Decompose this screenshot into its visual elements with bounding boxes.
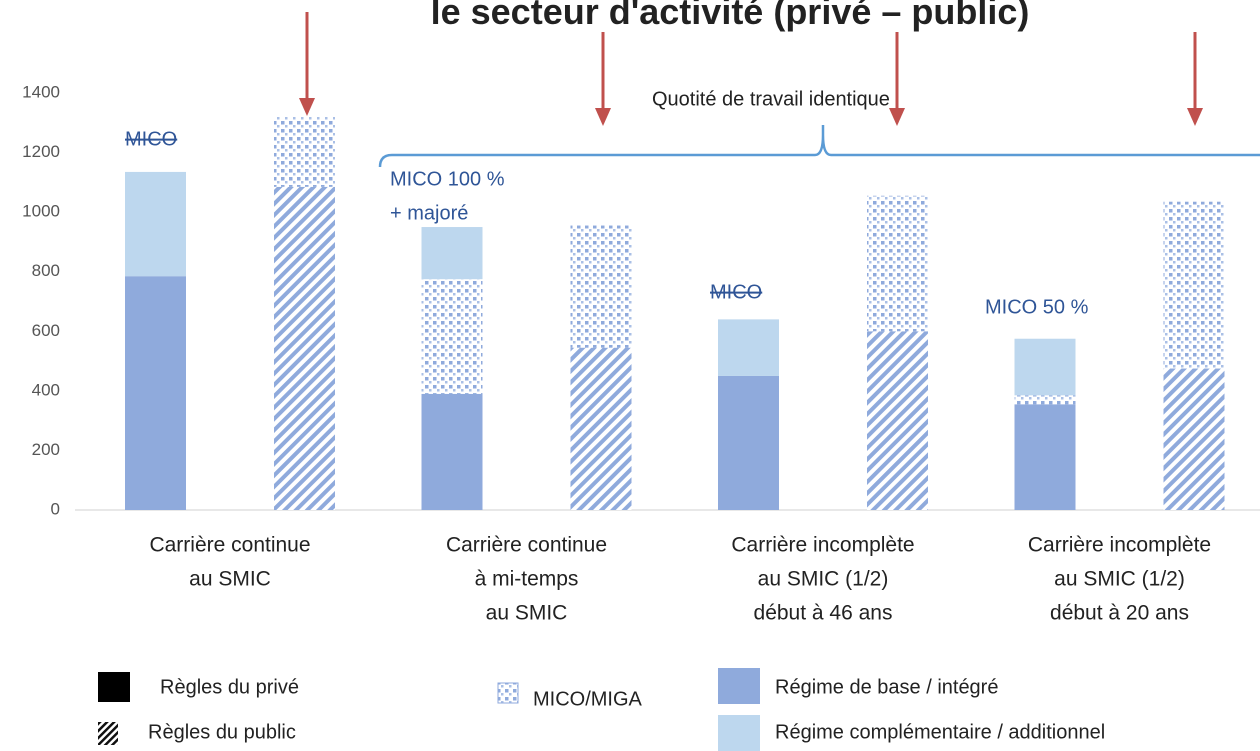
legend-label: Régime de base / intégré [775,676,998,698]
bar-segment [1163,201,1225,369]
bar-segment [421,227,483,280]
y-tick-label: 800 [32,261,60,280]
legend-swatch [718,668,760,704]
annotation: + majoré [390,202,468,224]
annotation: MICO 100 % [390,168,505,190]
x-tick-label: à mi-temps [475,568,579,591]
legend-swatch [98,722,118,745]
bar-segment [867,331,928,510]
arrows [299,12,1203,126]
annotation: Quotité de travail identique [652,88,890,110]
bracket [378,125,1260,168]
y-tick-label: 400 [32,380,60,399]
bar-segment [274,186,335,510]
legend-swatch [98,672,130,702]
bar-segment [718,375,779,510]
y-tick-label: 1400 [22,82,60,101]
x-tick-label: début à 20 ans [1050,602,1189,625]
bar-segment [570,347,632,510]
bar-segment [718,319,779,376]
y-tick-label: 1000 [22,202,60,221]
bar-segment [125,171,186,277]
bar-segment [1163,368,1225,510]
annotation: MICO 50 % [985,296,1089,318]
bar-segment [570,225,632,348]
bar-segment [1014,395,1076,405]
bar-segment [125,276,186,510]
x-tick-label: au SMIC [486,602,568,625]
chart-title: le secteur d'activité (privé – public) [431,0,1030,32]
y-tick-label: 1200 [22,142,60,161]
legend-label: Règles du public [148,721,296,743]
x-tick-label: Carrière incomplète [731,534,914,557]
legend-label: Règles du privé [160,676,299,698]
annotation: MICO [710,281,762,303]
x-tick-label: au SMIC [189,568,271,591]
bar-segment [421,279,483,394]
legend-swatch [718,715,760,751]
annotation: MICO [125,128,177,150]
legend-label: MICO/MIGA [533,688,643,710]
bar-segment [274,116,335,187]
y-tick-label: 200 [32,440,60,459]
legend-swatch [497,682,519,704]
x-tick-label: au SMIC (1/2) [1054,568,1185,591]
bar-segment [1014,404,1076,510]
y-tick-label: 0 [51,499,60,518]
x-tick-label: Carrière continue [149,534,310,557]
x-tick-label: Carrière continue [446,534,607,557]
bar-segment [1014,338,1076,396]
bar-segment [421,393,483,510]
bar-segment [867,195,928,332]
legend-label: Régime complémentaire / additionnel [775,721,1105,743]
y-tick-label: 600 [32,321,60,340]
x-tick-label: début à 46 ans [754,602,893,625]
x-tick-label: Carrière incomplète [1028,534,1211,557]
x-tick-label: au SMIC (1/2) [758,568,889,591]
